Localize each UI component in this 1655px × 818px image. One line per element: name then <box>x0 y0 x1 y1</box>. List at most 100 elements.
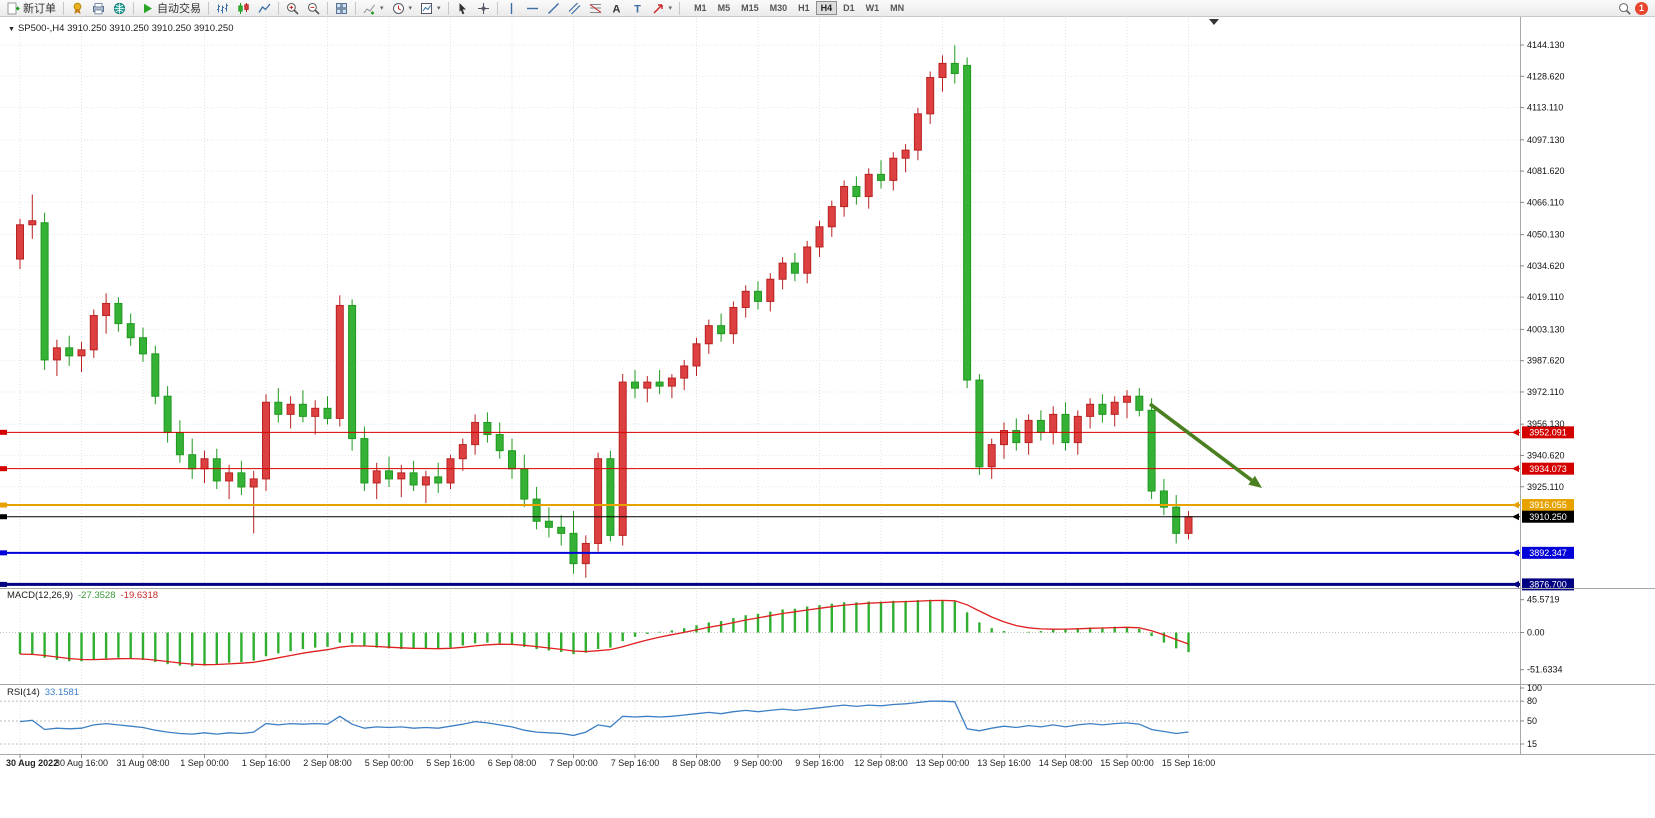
candle <box>114 297 123 332</box>
macd-axis-label: 45.5719 <box>1527 595 1560 605</box>
indicator-panes <box>0 599 1520 745</box>
notification-badge[interactable]: 1 <box>1635 1 1648 15</box>
candle <box>692 337 701 377</box>
zoom-in-button[interactable] <box>282 1 303 16</box>
candle <box>557 515 566 546</box>
candle-body <box>667 377 676 387</box>
price-tag-label: 3934.073 <box>1529 464 1567 474</box>
fibonacci-button[interactable] <box>585 1 606 16</box>
candle-body <box>495 434 504 452</box>
tile-windows-button[interactable] <box>331 1 352 16</box>
bars-chart-button[interactable] <box>212 1 233 16</box>
toolbar-separator <box>208 1 209 15</box>
candle-body <box>926 77 935 115</box>
candle <box>938 55 947 92</box>
period-clock-button[interactable]: ▾ <box>388 1 417 16</box>
template-chart-button[interactable]: ▾ <box>416 1 445 16</box>
text-button[interactable]: A <box>606 1 627 16</box>
timeframe-button-m1[interactable]: M1 <box>694 3 707 13</box>
line-chart-button[interactable] <box>254 1 275 16</box>
candle-body <box>803 246 812 274</box>
timeframe-button-h1[interactable]: H1 <box>798 3 810 13</box>
crosshair-button[interactable] <box>473 1 494 16</box>
candle-body <box>766 278 775 302</box>
new-order-button[interactable]: 新订单 <box>3 1 60 16</box>
timeframe-button-h4[interactable]: H4 <box>815 1 838 15</box>
line-left-handle[interactable] <box>0 581 7 587</box>
candle-body <box>729 306 738 335</box>
candle-body <box>704 325 713 345</box>
print-icon <box>92 2 105 15</box>
channel-button[interactable] <box>564 1 585 16</box>
line-left-handle[interactable] <box>0 550 7 556</box>
web-button[interactable] <box>109 1 130 16</box>
indicators-add-button[interactable]: ▾ <box>359 1 388 16</box>
horizontal-line-button[interactable] <box>522 1 543 16</box>
print-button[interactable] <box>88 1 109 16</box>
candle-body <box>360 438 369 484</box>
trend-arrow-head[interactable] <box>1248 475 1262 488</box>
vertical-line-button[interactable] <box>501 1 522 16</box>
line-left-handle[interactable] <box>0 466 7 472</box>
indicators-add-icon <box>363 2 376 15</box>
macd-main-value: -27.3528 <box>78 590 116 601</box>
text-icon: A <box>610 2 623 15</box>
axes: 3952.091 3934.073 3916.055 3910.250 3892.347… <box>0 17 1655 768</box>
candle-body <box>680 365 689 379</box>
line-axis-arrow-icon <box>1512 501 1519 509</box>
candle-body <box>692 343 701 367</box>
candle-body <box>1086 403 1095 417</box>
candle <box>385 456 393 487</box>
candle <box>840 180 849 217</box>
candle-body <box>889 157 898 181</box>
label-button[interactable]: T <box>627 1 648 16</box>
candle <box>901 144 910 173</box>
line-left-handle[interactable] <box>0 514 7 520</box>
autotrade-button[interactable]: 自动交易 <box>137 1 205 16</box>
timeframe-button-m15[interactable]: M15 <box>741 3 759 13</box>
candle-body <box>458 444 467 460</box>
candle-body <box>1147 409 1156 492</box>
candle <box>1024 414 1033 455</box>
trend-arrow-annotation[interactable] <box>1148 402 1253 482</box>
price-tag <box>1522 499 1574 512</box>
line-chart-icon <box>258 2 271 15</box>
zoom-out-button[interactable] <box>303 1 324 16</box>
candle <box>298 390 307 423</box>
award-button[interactable] <box>67 1 88 16</box>
rsi-axis-label: 15 <box>1527 739 1537 749</box>
chevron-down-icon: ▾ <box>408 5 413 12</box>
timeframe-button-w1[interactable]: W1 <box>865 3 880 13</box>
time-axis-label: 13 Sep 16:00 <box>977 758 1031 768</box>
trendline-button[interactable] <box>543 1 564 16</box>
line-left-handle[interactable] <box>0 429 7 435</box>
price-level-lines <box>0 428 1520 588</box>
line-left-handle[interactable] <box>0 502 7 508</box>
timeframe-button-mn[interactable]: MN <box>890 3 905 13</box>
candles-chart-button[interactable] <box>233 1 254 16</box>
candle-body <box>200 458 209 470</box>
candle-body <box>790 262 799 274</box>
candle-body <box>483 421 492 436</box>
timeframe-button-d1[interactable]: D1 <box>843 3 855 13</box>
chart-ohlc-readout: ▼ SP500-,H4 3910.250 3910.250 3910.250 39… <box>8 23 233 34</box>
candle-body <box>532 498 541 522</box>
candle <box>655 369 664 395</box>
candle <box>1147 398 1156 500</box>
timeframe-button-m5[interactable]: M5 <box>717 3 731 13</box>
candle <box>790 253 799 282</box>
time-axis-label: 1 Sep 16:00 <box>242 758 291 768</box>
candle-body <box>16 224 24 260</box>
arrow-tools-icon <box>652 2 665 15</box>
timeframe-button-m30[interactable]: M30 <box>769 3 788 13</box>
candle-body <box>274 401 283 415</box>
arrow-tools-button[interactable]: ▾ <box>648 1 677 16</box>
search-icon[interactable] <box>1618 2 1631 15</box>
price-axis-label: 3987.620 <box>1527 356 1565 366</box>
candle <box>581 535 590 578</box>
candle <box>532 486 541 530</box>
price-tag <box>1522 546 1574 559</box>
cursor-button[interactable] <box>452 1 473 16</box>
